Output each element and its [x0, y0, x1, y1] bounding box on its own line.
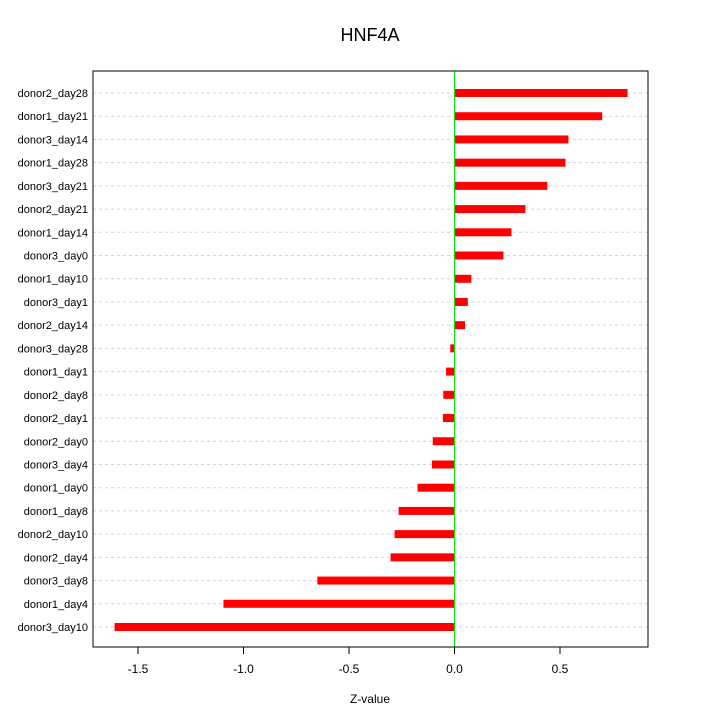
bar-donor2_day10 — [394, 530, 455, 539]
bar-donor1_day1 — [446, 367, 455, 376]
y-tick-label: donor2_day14 — [18, 320, 88, 332]
y-tick-label: donor1_day1 — [24, 367, 88, 379]
bar-donor1_day21 — [454, 112, 603, 121]
y-tick-label: donor3_day21 — [18, 181, 88, 193]
y-tick-label: donor3_day14 — [18, 134, 88, 146]
y-tick-label: donor1_day21 — [18, 111, 88, 123]
bar-donor3_day28 — [450, 344, 455, 353]
bar-donor1_day0 — [417, 483, 455, 492]
y-tick-label: donor2_day4 — [24, 552, 88, 564]
bar-donor3_day21 — [454, 181, 548, 190]
bar-donor2_day14 — [454, 321, 466, 330]
y-tick-label: donor3_day4 — [24, 459, 88, 471]
y-tick-label: donor2_day8 — [24, 390, 88, 402]
x-tick-label: -0.5 — [339, 662, 360, 676]
y-tick-label: donor3_day1 — [24, 297, 88, 309]
y-tick-label: donor2_day1 — [24, 413, 88, 425]
x-tick-label: 0.5 — [552, 662, 569, 676]
bar-donor3_day4 — [431, 460, 455, 469]
bar-donor1_day4 — [223, 599, 455, 608]
y-tick-label: donor1_day8 — [24, 506, 88, 518]
y-tick-label: donor2_day21 — [18, 204, 88, 216]
y-tick-label: donor1_day0 — [24, 483, 88, 495]
bar-donor3_day10 — [114, 623, 455, 631]
bar-donor1_day28 — [454, 158, 566, 167]
y-tick-label: donor3_day0 — [24, 251, 88, 263]
bar-donor2_day28 — [454, 89, 628, 97]
y-tick-label: donor1_day28 — [18, 158, 88, 170]
bar-donor3_day0 — [454, 251, 504, 260]
bar-donor2_day4 — [390, 553, 455, 562]
x-tick-label: -1.0 — [233, 662, 254, 676]
y-tick-label: donor1_day4 — [24, 599, 88, 611]
y-tick-label: donor3_day28 — [18, 343, 88, 355]
y-tick-label: donor1_day14 — [18, 227, 88, 239]
y-tick-label: donor2_day28 — [18, 88, 88, 100]
bar-donor2_day1 — [442, 414, 455, 423]
bar-donor3_day14 — [454, 135, 569, 144]
y-tick-label: donor1_day10 — [18, 274, 88, 286]
bar-donor3_day8 — [317, 576, 455, 585]
bar-donor2_day21 — [454, 205, 526, 214]
bar-donor1_day14 — [454, 228, 512, 237]
bar-donor2_day0 — [432, 437, 455, 446]
bar-donor1_day8 — [398, 506, 455, 515]
bar-donor2_day8 — [443, 390, 455, 399]
y-tick-label: donor3_day8 — [24, 576, 88, 588]
plot-frame — [92, 70, 649, 648]
bar-donor3_day1 — [454, 297, 468, 306]
x-axis-label: Z-value — [350, 692, 390, 706]
bar-donor1_day10 — [454, 274, 472, 283]
x-tick-label: 0.0 — [446, 662, 463, 676]
chart-title: HNF4A — [340, 25, 399, 45]
x-tick-label: -1.5 — [128, 662, 149, 676]
y-tick-label: donor2_day0 — [24, 436, 88, 448]
y-tick-label: donor3_day10 — [18, 622, 88, 634]
y-tick-label: donor2_day10 — [18, 529, 88, 541]
